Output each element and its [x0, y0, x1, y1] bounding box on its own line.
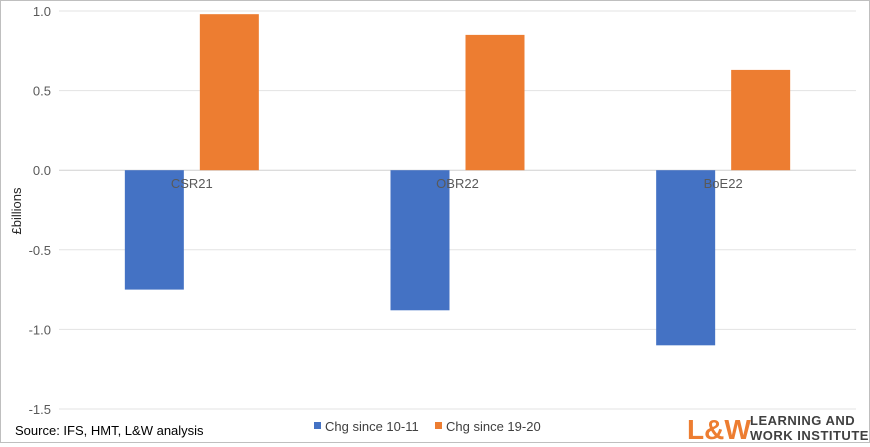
logo-line-1: LEARNING AND — [750, 413, 855, 428]
gridlines — [59, 10, 856, 410]
y-tick-label: -1.0 — [29, 322, 51, 337]
source-note: Source: IFS, HMT, L&W analysis — [15, 423, 204, 438]
bar-boe22-series-2 — [731, 69, 791, 171]
y-tick-label: 0.0 — [33, 163, 51, 178]
y-tick-label: 0.5 — [33, 84, 51, 99]
logo-line-2: WORK INSTITUTE — [750, 428, 869, 442]
category-label: BoE22 — [704, 176, 743, 191]
legend-swatch-series-2 — [435, 422, 442, 429]
category-label: CSR21 — [171, 176, 213, 191]
bar-csr21-series-1 — [124, 170, 184, 290]
legend-label-series-1: Chg since 10-11 — [325, 419, 419, 434]
bar-boe22-series-1 — [656, 170, 716, 346]
logo-mark: L&W — [687, 414, 751, 442]
y-axis-label: £billions — [9, 187, 24, 234]
y-tick-label: -0.5 — [29, 243, 51, 258]
bars — [124, 14, 791, 346]
lw-logo: L&W LEARNING AND WORK INSTITUTE — [687, 413, 869, 445]
legend: Chg since 10-11 Chg since 19-20 — [314, 419, 541, 434]
legend-swatch-series-1 — [314, 422, 321, 429]
category-labels: CSR21 OBR22 BoE22 — [171, 176, 743, 191]
y-axis-ticks: 1.0 0.5 0.0 -0.5 -1.0 -1.5 — [29, 4, 51, 417]
bar-obr22-series-1 — [390, 170, 450, 311]
bar-obr22-series-2 — [465, 34, 525, 171]
legend-label-series-2: Chg since 19-20 — [446, 419, 541, 434]
bar-csr21-series-2 — [199, 14, 259, 171]
category-label: OBR22 — [436, 176, 479, 191]
y-tick-label: -1.5 — [29, 402, 51, 417]
y-tick-label: 1.0 — [33, 4, 51, 19]
